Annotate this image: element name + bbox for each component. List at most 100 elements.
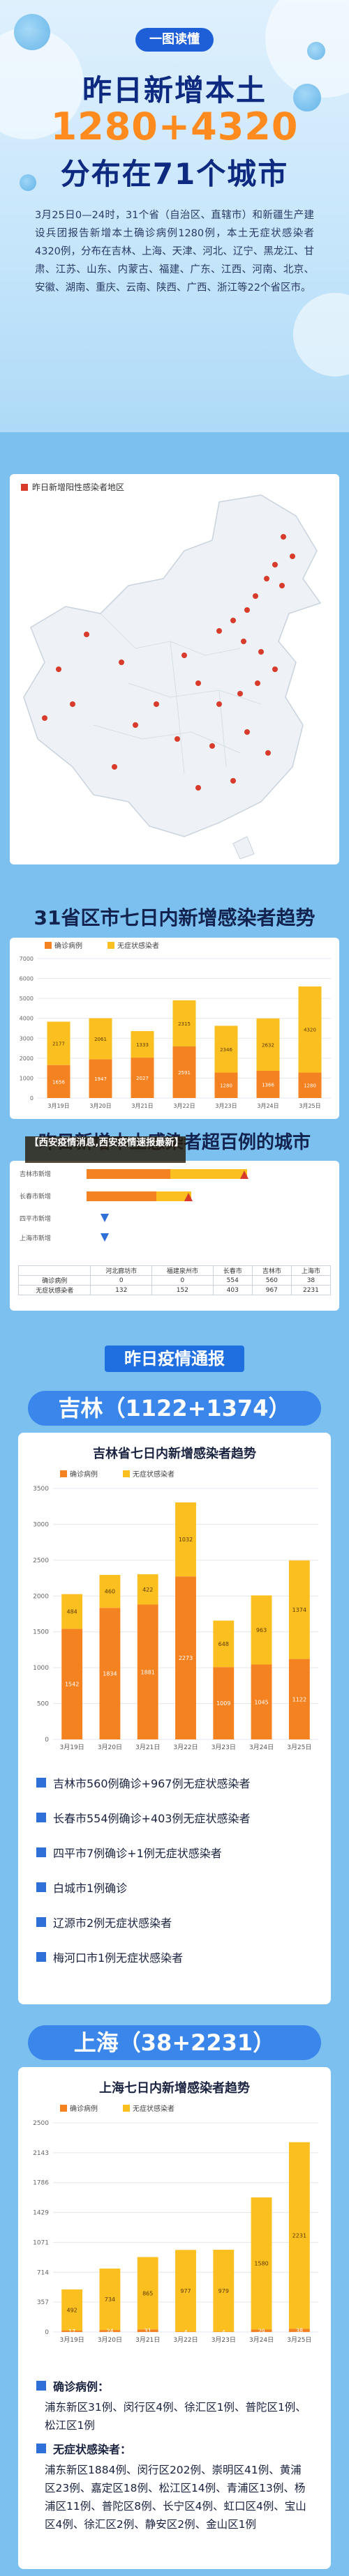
- list-item: 长春市554例确诊+403例无症状感染者: [36, 1809, 251, 1826]
- legend-label: 无症状感染者: [117, 941, 159, 950]
- map-pin: [244, 607, 250, 613]
- shanghai-chart: 确诊病例 无症状感染者 0 357 714 1071 1429 1786 2143 2500 17 4…: [33, 2104, 318, 2344]
- bar-asymptomatic: [288, 2142, 310, 2329]
- legend-label: 确诊病例: [54, 941, 82, 950]
- data-label: 1280: [220, 1083, 232, 1089]
- x-tick-label: 3月20日: [98, 2336, 122, 2344]
- bar-confirmed: [288, 1659, 310, 1739]
- y-tick-label: 0: [45, 2329, 49, 2336]
- bar-asymptomatic: [99, 1575, 121, 1608]
- x-tick-label: 3月22日: [173, 2336, 198, 2344]
- list-item: 吉林市560例确诊+967例无症状感染者: [36, 1774, 251, 1791]
- bar-confirmed: [288, 2329, 310, 2332]
- x-tick-label: 3月21日: [135, 2336, 160, 2344]
- list-item-text: 四平市7例确诊+1例无症状感染者: [53, 1847, 222, 1860]
- data-label: 1881: [141, 1669, 155, 1675]
- table-cell: 无症状感染者: [17, 1285, 91, 1295]
- x-tick-label: 3月19日: [60, 1744, 84, 1751]
- y-tick-label: 1500: [33, 1629, 49, 1636]
- bar-confirmed: [137, 2329, 158, 2332]
- hundred-chart: [87, 1169, 248, 1242]
- y-tick-label: 2000: [20, 1055, 34, 1062]
- x-tick-label: 3月24日: [257, 1103, 279, 1109]
- table-cell: 吉林市: [251, 1265, 292, 1276]
- bullet-icon: [36, 1813, 46, 1822]
- trend-chart: 确诊病例 无症状感染者 0 1000 2000 3000 4000 5000 6000 7000 1…: [20, 941, 331, 1109]
- list-item: 白城市1例确诊: [36, 1879, 127, 1896]
- x-tick-label: 3月25日: [287, 1744, 311, 1751]
- hundred-card: 吉林市新增 长春市新增 四平市新增 上海市新增 河北廊坊市 福建泉州市 长春市 …: [10, 1161, 339, 1311]
- y-tick-label: 3500: [33, 1486, 49, 1493]
- table-cell: 554: [212, 1275, 253, 1286]
- y-tick-label: 3000: [33, 1521, 49, 1528]
- data-label: 1333: [136, 1042, 149, 1048]
- data-label: 865: [142, 2290, 153, 2296]
- data-label: 17: [68, 2329, 75, 2335]
- down-arrow-icon: [101, 1233, 109, 1242]
- bar-asymptomatic: [213, 1620, 235, 1668]
- map-pin: [230, 618, 236, 623]
- virus-icon: [293, 84, 321, 112]
- data-label: 422: [142, 1587, 153, 1593]
- data-label: 734: [105, 2296, 115, 2303]
- shanghai-confirmed-text: 浦东新区31例、闵行区4例、徐汇区1例、普陀区1例、松江区1例: [45, 2401, 306, 2432]
- map-province-lines: [93, 613, 262, 775]
- bar-confirmed: [256, 1070, 280, 1098]
- data-label: 4: [184, 2329, 187, 2335]
- table-cell: 967: [251, 1285, 292, 1295]
- map-island: [232, 836, 255, 860]
- x-tick-label: 3月24日: [249, 2336, 274, 2344]
- map-pin: [279, 583, 285, 588]
- trend-chart-card: 确诊病例 无症状感染者 0 1000 2000 3000 4000 5000 6000 7000 1…: [10, 938, 339, 1119]
- bar-confirmed: [251, 2329, 272, 2332]
- map-pin: [241, 639, 246, 644]
- bar-confirmed: [175, 1576, 196, 1739]
- shanghai-header: 上海（38+2231）: [28, 2025, 321, 2060]
- map-pin: [255, 680, 260, 686]
- x-tick-label: 3月22日: [173, 1744, 198, 1751]
- bar-confirmed: [61, 2330, 83, 2332]
- table-cell: [17, 1265, 91, 1276]
- headline-numbers: 1280+4320: [50, 105, 299, 148]
- bar-asymptomatic: [137, 2257, 158, 2330]
- y-tick-label: 500: [37, 1701, 49, 1708]
- bar-asymptomatic: [99, 2269, 121, 2331]
- up-arrow-icon: [184, 1193, 193, 1201]
- map-pin: [272, 666, 278, 672]
- list-item: 四平市7例确诊+1例无症状感染者: [36, 1844, 222, 1861]
- bar-confirmed: [99, 2330, 121, 2332]
- jilin-panel: 吉林省七日内新增感染者趋势 确诊病例 无症状感染者 0 500 1000 1500 2000…: [18, 1433, 331, 2004]
- news-banner[interactable]: 【西安疫情消息,西安疫情速报最新】: [25, 1136, 186, 1163]
- bar-confirmed: [214, 1072, 238, 1098]
- bullet-icon: [36, 2444, 46, 2453]
- table-cell: 38: [290, 1275, 332, 1286]
- y-tick-label: 714: [37, 2269, 49, 2276]
- bar-asymptomatic: [61, 2289, 83, 2331]
- x-tick-label: 3月20日: [98, 1744, 122, 1751]
- header-tag: 一图读懂: [135, 28, 214, 52]
- map-pin: [174, 736, 180, 742]
- list-item-text: 吉林市560例确诊+967例无症状感染者: [53, 1777, 251, 1790]
- x-tick-label: 3月23日: [211, 2336, 236, 2344]
- table-cell: 长春市: [212, 1265, 253, 1276]
- x-tick-label: 3月24日: [249, 1744, 274, 1751]
- y-tick-label: 1071: [33, 2239, 49, 2246]
- table-cell: 河北廊坊市: [90, 1265, 153, 1276]
- list-item: 梅河口市1例无症状感染者: [36, 1949, 183, 1965]
- data-label: 4: [222, 2329, 225, 2335]
- map-pin: [112, 764, 117, 770]
- table-cell: 上海市: [290, 1265, 332, 1276]
- bullet-icon: [36, 1952, 46, 1962]
- x-tick-label: 3月19日: [47, 1103, 69, 1109]
- hundred-bar: [87, 1169, 170, 1179]
- table-cell: 0: [151, 1275, 214, 1286]
- map-outline: [23, 494, 322, 837]
- legend-label: 无症状感染者: [133, 1470, 174, 1479]
- data-label: 1280: [304, 1083, 316, 1089]
- legend-label: 无症状感染者: [133, 2104, 174, 2113]
- x-tick-label: 3月19日: [60, 2336, 84, 2344]
- bar-confirmed: [298, 1072, 322, 1098]
- map-pin: [265, 750, 271, 756]
- bar-confirmed: [61, 1629, 83, 1739]
- map-pin: [119, 660, 124, 665]
